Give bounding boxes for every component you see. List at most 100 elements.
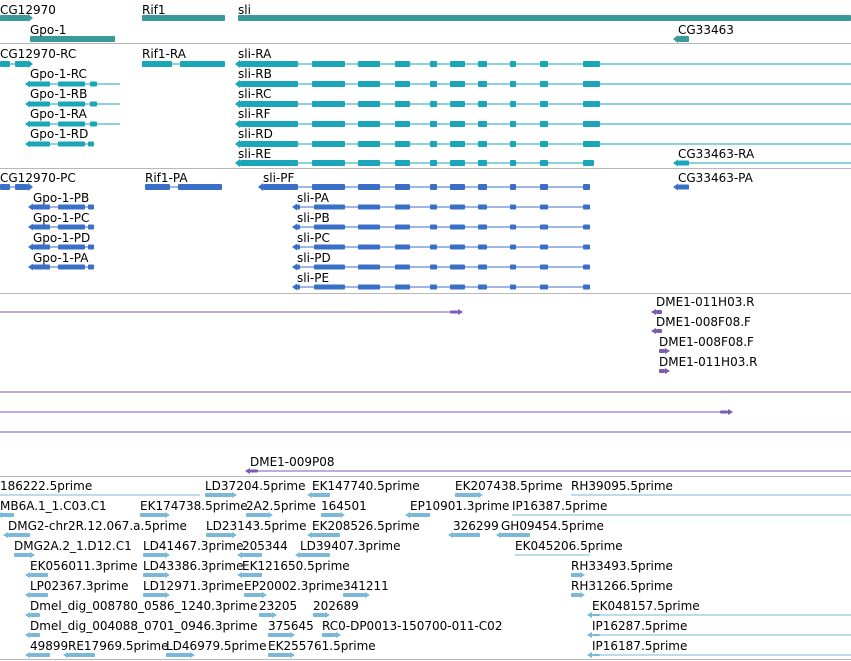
- feature-label-sli-re[interactable]: sli-RE: [238, 147, 272, 161]
- feature-326299[interactable]: [448, 532, 480, 538]
- feature-label-205344[interactable]: 205344: [242, 539, 288, 553]
- feature-cg33463-pa[interactable]: [673, 183, 689, 191]
- feature-label-mb6a-1-1-c03-c1[interactable]: MB6A.1_1.C03.C1: [0, 499, 107, 513]
- feature-label-ek056011-3prime[interactable]: EK056011.3prime: [30, 559, 138, 573]
- feature-gpo-1-rb[interactable]: [25, 100, 120, 108]
- feature-label-sli-ra[interactable]: sli-RA: [238, 47, 272, 61]
- feature-ek045206-5prime[interactable]: [515, 554, 590, 556]
- feature-cg12970[interactable]: [0, 14, 33, 22]
- feature-label-gpo-1[interactable]: Gpo-1: [30, 23, 67, 37]
- feature-sli-rc[interactable]: [235, 100, 851, 108]
- feature-label-ld23143-5prime[interactable]: LD23143.5prime: [206, 519, 307, 533]
- feature-label-ld43386-3prime[interactable]: LD43386.3prime: [143, 559, 244, 573]
- feature-sli-pb[interactable]: [292, 223, 590, 231]
- feature-dme1-008f08-f[interactable]: [659, 348, 670, 354]
- feature-sli-ra[interactable]: [235, 60, 851, 68]
- feature-label-ip16387-5prime[interactable]: IP16387.5prime: [512, 499, 608, 513]
- feature-label-cg33463-pa[interactable]: CG33463-PA: [678, 171, 753, 185]
- feature-label-ek255761-5prime[interactable]: EK255761.5prime: [268, 639, 376, 653]
- feature-label-ld46979-5prime[interactable]: LD46979.5prime: [166, 639, 267, 653]
- feature-cg12970-pc[interactable]: [0, 183, 33, 191]
- feature-re17969-5prime[interactable]: [63, 652, 95, 658]
- feature-sli-rd[interactable]: [235, 140, 851, 148]
- feature-label-ld12971-3prime[interactable]: LD12971.3prime: [143, 579, 244, 593]
- feature-label-dme1-008f08-f[interactable]: DME1-008F08.F: [659, 335, 754, 349]
- feature-ip16287-5prime[interactable]: [587, 632, 851, 638]
- feature-label-dmel-dig-004088-0701-0946-3prime[interactable]: Dmel_dig_004088_0701_0946.3prime: [30, 619, 258, 633]
- feature-ek056011-3prime[interactable]: [25, 572, 48, 578]
- feature-ek147740-5prime[interactable]: [307, 492, 330, 498]
- feature-gh09454-5prime[interactable]: [496, 532, 530, 538]
- feature-ld37204-5prime[interactable]: [205, 492, 237, 498]
- feature-ek121650-5prime[interactable]: [237, 572, 262, 578]
- feature-rif1-pa[interactable]: [145, 184, 222, 190]
- feature-mb6a-1-1-c03-c1[interactable]: [0, 512, 14, 518]
- feature-23205[interactable]: [259, 612, 277, 618]
- feature-ld46979-5prime[interactable]: [166, 652, 195, 658]
- feature-dmel-dig-004088-0701-0946-3prime[interactable]: [25, 632, 40, 638]
- feature-label-ek147740-5prime[interactable]: EK147740.5prime: [312, 479, 420, 493]
- feature-ld23143-5prime[interactable]: [206, 532, 237, 538]
- feature-label-rh39095-5prime[interactable]: RH39095.5prime: [571, 479, 673, 493]
- feature-ip16387-5prime[interactable]: [512, 514, 851, 516]
- feature-clones-feature-5[interactable]: [0, 391, 851, 393]
- feature-sli-re[interactable]: [235, 159, 594, 167]
- feature-375645[interactable]: [268, 632, 295, 638]
- feature-label-dmg2a-2-1-d12-c1[interactable]: DMG2A.2_1.D12.C1: [14, 539, 132, 553]
- feature-ek048157-5prime[interactable]: [587, 612, 851, 618]
- feature-label-rif1-ra[interactable]: Rif1-RA: [142, 47, 186, 61]
- feature-label-sli-rf[interactable]: sli-RF: [238, 107, 271, 121]
- feature-label-dme1-011h03-r[interactable]: DME1-011H03.R: [659, 355, 758, 369]
- feature-label-ip16187-5prime[interactable]: IP16187.5prime: [592, 639, 688, 653]
- feature-label-dme1-009p08[interactable]: DME1-009P08: [250, 455, 335, 469]
- feature-ld39407-3prime[interactable]: [295, 552, 330, 558]
- feature-label-sli-rb[interactable]: sli-RB: [238, 67, 272, 81]
- feature-341211[interactable]: [343, 592, 370, 598]
- feature-clones-feature-0[interactable]: [0, 309, 463, 315]
- feature-gpo-1-rc[interactable]: [25, 80, 120, 88]
- feature-sli-pf[interactable]: [258, 183, 590, 191]
- feature-label-dme1-008f08-f[interactable]: DME1-008F08.F: [656, 315, 751, 329]
- feature-ek207438-5prime[interactable]: [455, 492, 483, 498]
- feature-rif1-ra[interactable]: [142, 61, 225, 67]
- feature-label-326299[interactable]: 326299: [453, 519, 499, 533]
- feature-label-sli[interactable]: sli: [238, 3, 251, 17]
- feature-label-ek121650-5prime[interactable]: EK121650.5prime: [242, 559, 350, 573]
- feature-label-ld37204-5prime[interactable]: LD37204.5prime: [205, 479, 306, 493]
- feature-label-cg33463[interactable]: CG33463: [678, 23, 734, 37]
- feature-label-rif1-pa[interactable]: Rif1-PA: [145, 171, 188, 185]
- feature-202689[interactable]: [313, 612, 330, 618]
- feature-rc0-dp0013-150700-011-c02[interactable]: [322, 632, 341, 638]
- feature-ld43386-3prime[interactable]: [143, 572, 170, 578]
- feature-sli-pc[interactable]: [292, 243, 590, 251]
- feature-label-ek207438-5prime[interactable]: EK207438.5prime: [455, 479, 563, 493]
- feature-label-ld41467-3prime[interactable]: LD41467.3prime: [143, 539, 244, 553]
- feature-rh33493-5prime[interactable]: [571, 572, 585, 578]
- feature-label-ek208526-5prime[interactable]: EK208526.5prime: [312, 519, 420, 533]
- feature-label-gpo-1-rb[interactable]: Gpo-1-RB: [30, 87, 88, 101]
- feature-label-49899[interactable]: 49899: [30, 639, 69, 653]
- feature-label-sli-pc[interactable]: sli-PC: [297, 231, 330, 245]
- feature-label-cg12970-pc[interactable]: CG12970-PC: [0, 171, 76, 185]
- feature-label-rif1[interactable]: Rif1: [142, 3, 166, 17]
- feature-label-ld39407-3prime[interactable]: LD39407.3prime: [300, 539, 401, 553]
- feature-label-sli-pf[interactable]: sli-PF: [263, 171, 295, 185]
- feature-label-cg12970-rc[interactable]: CG12970-RC: [0, 47, 77, 61]
- feature-186222-5prime[interactable]: [0, 494, 200, 496]
- feature-label-202689[interactable]: 202689: [313, 599, 359, 613]
- feature-label-gpo-1-pc[interactable]: Gpo-1-PC: [33, 211, 90, 225]
- feature-label-ep10901-3prime[interactable]: EP10901.3prime: [410, 499, 510, 513]
- feature-dmg2a-2-1-d12-c1[interactable]: [14, 552, 35, 558]
- feature-ld12971-3prime[interactable]: [143, 592, 170, 598]
- feature-gpo-1-pb[interactable]: [28, 203, 94, 211]
- feature-label-sli-pa[interactable]: sli-PA: [297, 191, 329, 205]
- feature-sli[interactable]: [238, 15, 851, 21]
- feature-rif1[interactable]: [142, 15, 225, 21]
- feature-label-sli-pd[interactable]: sli-PD: [297, 251, 331, 265]
- feature-label-gpo-1-pb[interactable]: Gpo-1-PB: [33, 191, 90, 205]
- feature-ek174738-5prime[interactable]: [140, 512, 170, 518]
- feature-dme1-009p08[interactable]: [245, 468, 851, 474]
- feature-label-sli-pb[interactable]: sli-PB: [297, 211, 330, 225]
- feature-ip16187-5prime[interactable]: [587, 652, 851, 658]
- feature-sli-rb[interactable]: [235, 80, 851, 88]
